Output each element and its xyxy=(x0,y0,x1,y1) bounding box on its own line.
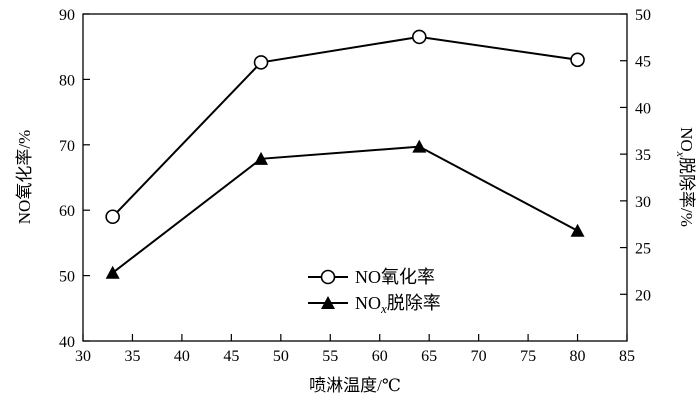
legend-marker-circle xyxy=(320,269,336,285)
right-y-tick-label: 45 xyxy=(635,54,651,71)
x-tick-label: 70 xyxy=(471,348,487,365)
x-tick-label: 85 xyxy=(619,348,635,365)
left-y-tick-label: 90 xyxy=(59,7,75,24)
plot-frame xyxy=(82,13,628,342)
data-point-triangle xyxy=(254,151,269,165)
data-point-circle xyxy=(105,209,120,225)
x-tick-label: 80 xyxy=(570,348,586,365)
x-tick-label: 60 xyxy=(372,348,388,365)
data-point-triangle xyxy=(570,223,585,237)
right-y-title-main: NO xyxy=(677,127,696,152)
series-line-1 xyxy=(112,145,579,274)
data-point-circle xyxy=(411,29,427,45)
legend: NO氧化率 NOx脱除率 xyxy=(308,267,441,316)
right-y-title-rest: 脱除率/% xyxy=(677,157,696,227)
right-y-tick-label: 25 xyxy=(635,241,651,258)
legend-label-no-oxidation: NO氧化率 xyxy=(355,267,435,287)
left-y-tick-label: 60 xyxy=(59,203,75,220)
right-y-title-sub: x xyxy=(674,151,688,158)
x-tick-label: 50 xyxy=(273,348,289,365)
ticks-layer: 30 35 40 45 50 55 60 65 70 75 80 85 40 50 60 70 80 90 20 25… xyxy=(59,7,651,365)
series-layer xyxy=(105,29,585,279)
x-tick-label: 65 xyxy=(421,348,437,365)
right-y-tick-label: 30 xyxy=(635,194,651,211)
right-y-tick-label: 40 xyxy=(635,100,651,117)
legend-nox-rest: 脱除率 xyxy=(387,293,441,313)
x-tick-label: 30 xyxy=(75,348,91,365)
x-tick-label: 35 xyxy=(124,348,140,365)
left-y-tick-label: 70 xyxy=(59,138,75,155)
legend-marker-triangle xyxy=(321,296,335,309)
right-y-tick-label: 20 xyxy=(635,287,651,304)
legend-label-nox-removal: NOx脱除率 xyxy=(355,293,441,316)
data-point-circle xyxy=(570,52,585,68)
x-tick-label: 75 xyxy=(520,348,536,365)
x-axis-title: 喷淋温度/℃ xyxy=(309,376,401,395)
right-y-tick-label: 35 xyxy=(635,147,651,164)
left-y-tick-label: 40 xyxy=(59,334,75,351)
left-y-tick-label: 50 xyxy=(59,269,75,286)
data-point-triangle xyxy=(105,265,120,279)
left-y-tick-label: 80 xyxy=(59,72,75,89)
legend-nox-main: NO xyxy=(355,293,381,313)
legend-nox-sub: x xyxy=(380,301,387,316)
x-tick-label: 45 xyxy=(223,348,239,365)
series-line-0 xyxy=(111,35,578,218)
right-y-tick-label: 50 xyxy=(635,7,651,24)
data-point-circle xyxy=(253,55,269,70)
x-tick-label: 40 xyxy=(174,348,190,365)
x-tick-label: 55 xyxy=(322,348,338,365)
right-y-axis-title: NOx脱除率/% xyxy=(674,127,696,227)
data-point-triangle xyxy=(412,139,427,153)
left-y-axis-title: NO氧化率/% xyxy=(15,130,34,224)
